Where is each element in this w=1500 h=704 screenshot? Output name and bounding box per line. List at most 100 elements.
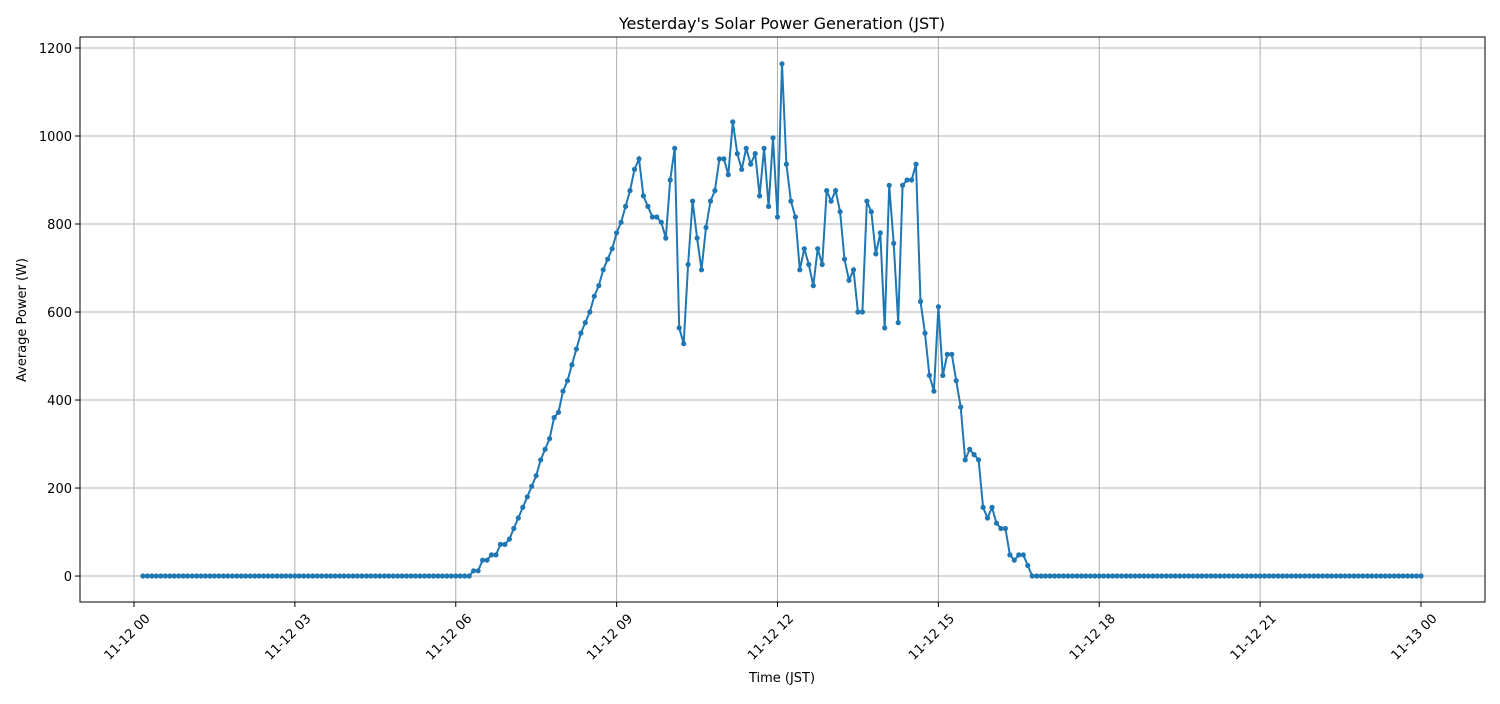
- x-tick-label: 11-12 12: [745, 612, 797, 664]
- data-point: [547, 436, 553, 442]
- data-point: [703, 224, 709, 231]
- data-point: [1038, 573, 1044, 579]
- data-point: [819, 261, 825, 268]
- data-point: [600, 267, 606, 273]
- data-point: [310, 573, 316, 579]
- data-point: [1181, 573, 1187, 579]
- data-point: [649, 214, 656, 220]
- data-point: [502, 541, 508, 548]
- x-tick-label: 11-12 09: [584, 612, 636, 664]
- data-point: [685, 261, 691, 268]
- data-point: [475, 568, 481, 574]
- data-point: [917, 298, 924, 305]
- data-point: [1355, 573, 1361, 579]
- data-point: [886, 182, 892, 188]
- data-point: [1311, 573, 1317, 579]
- data-point: [667, 177, 673, 183]
- data-point: [1373, 573, 1379, 579]
- data-point: [962, 457, 968, 463]
- data-point: [167, 573, 173, 579]
- data-point: [944, 351, 950, 357]
- data-point: [457, 573, 463, 579]
- data-point: [390, 573, 396, 579]
- data-point: [766, 203, 772, 209]
- data-point: [578, 330, 584, 336]
- data-point: [386, 573, 392, 579]
- data-point: [694, 235, 700, 241]
- data-point: [234, 573, 240, 579]
- data-point: [1025, 562, 1031, 569]
- data-point: [993, 520, 1000, 526]
- y-tick-label: 600: [47, 306, 72, 321]
- data-point: [395, 573, 401, 579]
- data-point: [877, 230, 883, 236]
- x-tick-label: 11-12 18: [1067, 612, 1119, 664]
- data-point: [1333, 573, 1339, 579]
- data-point: [1360, 573, 1366, 579]
- data-point: [1315, 573, 1321, 579]
- data-point: [149, 573, 155, 579]
- data-point: [707, 198, 714, 204]
- data-point: [462, 573, 468, 579]
- data-point: [524, 494, 530, 500]
- data-point: [287, 573, 293, 579]
- y-tick-label: 0: [64, 570, 72, 585]
- data-point: [1253, 573, 1259, 579]
- data-point: [1324, 573, 1330, 579]
- data-point: [323, 573, 329, 579]
- data-point: [1320, 573, 1326, 579]
- data-point: [859, 309, 866, 315]
- data-point: [1342, 573, 1348, 579]
- data-point: [372, 573, 378, 579]
- x-axis-label: Time (JST): [748, 671, 815, 686]
- data-point: [1239, 573, 1245, 579]
- data-point: [640, 193, 647, 199]
- data-point: [1199, 573, 1205, 579]
- data-point: [1159, 573, 1165, 579]
- data-point: [435, 573, 441, 579]
- data-point: [850, 267, 857, 273]
- data-point: [471, 568, 477, 574]
- x-tick-label: 11-13 00: [1389, 612, 1441, 664]
- data-point: [1270, 573, 1277, 579]
- data-point: [926, 372, 933, 378]
- data-point: [1257, 573, 1263, 579]
- data-point: [690, 198, 696, 204]
- data-point: [1235, 573, 1241, 579]
- data-point: [1351, 573, 1357, 579]
- data-point: [171, 573, 177, 579]
- data-point: [511, 525, 517, 532]
- data-point: [855, 309, 861, 315]
- data-point: [698, 267, 705, 273]
- data-point: [1217, 573, 1223, 579]
- data-point: [381, 573, 387, 579]
- data-point: [1302, 573, 1308, 579]
- data-point: [399, 573, 405, 579]
- data-point: [533, 473, 539, 479]
- data-point: [614, 230, 620, 236]
- data-point: [176, 573, 182, 579]
- data-point: [1190, 573, 1196, 579]
- data-point: [841, 256, 848, 262]
- data-point: [564, 378, 571, 384]
- data-point: [1266, 573, 1272, 579]
- data-point: [1297, 573, 1303, 579]
- data-point: [538, 457, 544, 463]
- data-point: [658, 219, 664, 225]
- data-point: [140, 573, 146, 579]
- data-point: [243, 573, 249, 579]
- chart-title: Yesterday's Solar Power Generation (JST): [618, 14, 945, 33]
- data-point: [211, 573, 217, 579]
- data-point: [180, 573, 186, 579]
- data-point: [779, 61, 785, 67]
- data-point: [1396, 573, 1402, 579]
- data-point: [1284, 573, 1290, 579]
- data-point: [609, 246, 615, 252]
- data-point: [940, 372, 946, 378]
- data-point: [529, 483, 535, 489]
- data-point: [560, 388, 566, 394]
- y-tick-label: 800: [47, 218, 72, 233]
- data-point: [484, 557, 490, 563]
- data-point: [269, 573, 276, 579]
